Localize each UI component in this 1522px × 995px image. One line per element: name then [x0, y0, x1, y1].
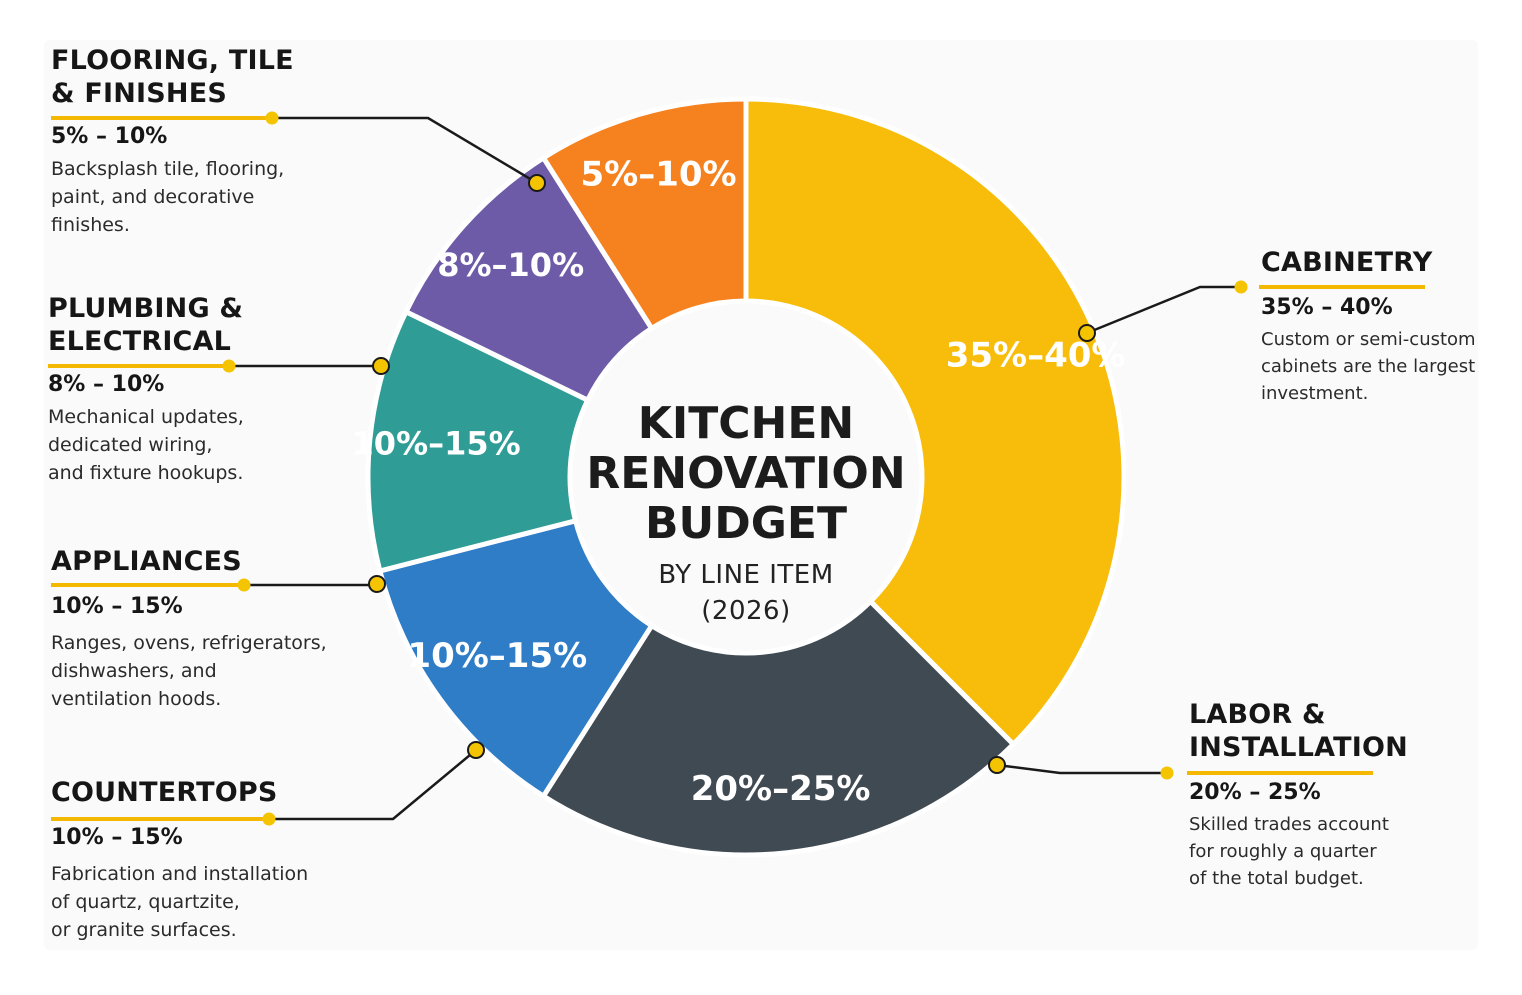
center-subtitle-line-2: (2026) — [701, 596, 790, 626]
donut-slice — [743, 96, 1127, 747]
leader-start-dot — [1234, 280, 1248, 294]
donut-slice — [540, 96, 749, 331]
leader-start-dot — [1160, 766, 1174, 780]
leader-line — [272, 116, 538, 185]
leader-start-dot — [237, 578, 251, 592]
donut-slices — [365, 96, 1127, 858]
slice-label: 8%–10% — [437, 246, 584, 284]
leader-line — [269, 749, 477, 821]
leader-line — [1086, 285, 1241, 335]
slice-label: 20%–25% — [691, 769, 871, 809]
leader-start-dot — [262, 812, 276, 826]
slice-labels: 35%–40% 20%–25% 10%–15% 10%–15% 8%–10% 5%–10% — [352, 154, 1126, 809]
center-subtitle-line-1: BY LINE ITEM — [658, 560, 833, 590]
leader-start-dot — [222, 359, 236, 373]
center-title-line-2: RENOVATION — [586, 448, 905, 499]
slice-label: 5%–10% — [580, 154, 736, 194]
center-title-line-3: BUDGET — [645, 498, 847, 549]
callout-description: Mechanical updates, dedicated wiring, an… — [48, 406, 244, 484]
callout-category: PLUMBING & ELECTRICAL — [48, 293, 244, 357]
leader-anchor-dot — [528, 174, 546, 192]
callout-range: 10% – 15% — [51, 825, 183, 850]
leader-lines — [48, 111, 1425, 826]
callout-description: Fabrication and installation of quartz, … — [51, 863, 309, 941]
callout-flooring: FLOORING, TILE & FINISHES 5% – 10% Backs… — [51, 44, 294, 239]
callout-category: CABINETRY — [1261, 247, 1433, 278]
slice-label: 10%–15% — [352, 425, 521, 463]
callout-category: LABOR & INSTALLATION — [1189, 699, 1408, 763]
leader-anchor-dot — [467, 741, 485, 759]
leader-anchor-dot — [1078, 324, 1096, 342]
leader-start-dot — [265, 111, 279, 125]
callout-range: 35% – 40% — [1261, 295, 1393, 320]
center-title-line-1: KITCHEN — [638, 398, 854, 449]
leader-line — [996, 763, 1167, 775]
callout-range: 8% – 10% — [48, 372, 165, 397]
donut-slice — [540, 598, 1016, 858]
callout-category: COUNTERTOPS — [51, 777, 278, 808]
callout-description: Skilled trades account for roughly a qua… — [1189, 814, 1389, 889]
center-text: KITCHEN RENOVATION BUDGET BY LINE ITEM (… — [586, 398, 905, 626]
callout-range: 20% – 25% — [1189, 780, 1321, 805]
callout-description: Ranges, ovens, refrigerators, dishwasher… — [51, 632, 327, 710]
callout-appliances: APPLIANCES 10% – 15% Ranges, ovens, refr… — [51, 545, 327, 713]
callout-description: Custom or semi-custom cabinets are the l… — [1261, 329, 1476, 404]
callout-description: Backsplash tile, flooring, paint, and de… — [51, 158, 285, 236]
callout-labor: LABOR & INSTALLATION 20% – 25% Skilled t… — [1189, 698, 1408, 892]
leader-anchor-dot — [988, 756, 1006, 774]
callout-range: 5% – 10% — [51, 124, 168, 149]
donut-slice — [365, 309, 591, 574]
callout-category: FLOORING, TILE & FINISHES — [51, 45, 294, 109]
callout-plumbing: PLUMBING & ELECTRICAL 8% – 10% Mechanica… — [48, 292, 244, 487]
slice-label: 35%–40% — [946, 336, 1126, 376]
callout-countertops: COUNTERTOPS 10% – 15% Fabrication and in… — [51, 776, 308, 944]
slice-label: 10%–15% — [407, 636, 587, 676]
leader-anchor-dot — [368, 575, 386, 593]
callout-category: APPLIANCES — [51, 546, 242, 577]
callout-range: 10% – 15% — [51, 594, 183, 619]
callout-cabinetry: CABINETRY 35% – 40% Custom or semi-custo… — [1261, 246, 1476, 407]
leader-anchor-dot — [372, 357, 390, 375]
